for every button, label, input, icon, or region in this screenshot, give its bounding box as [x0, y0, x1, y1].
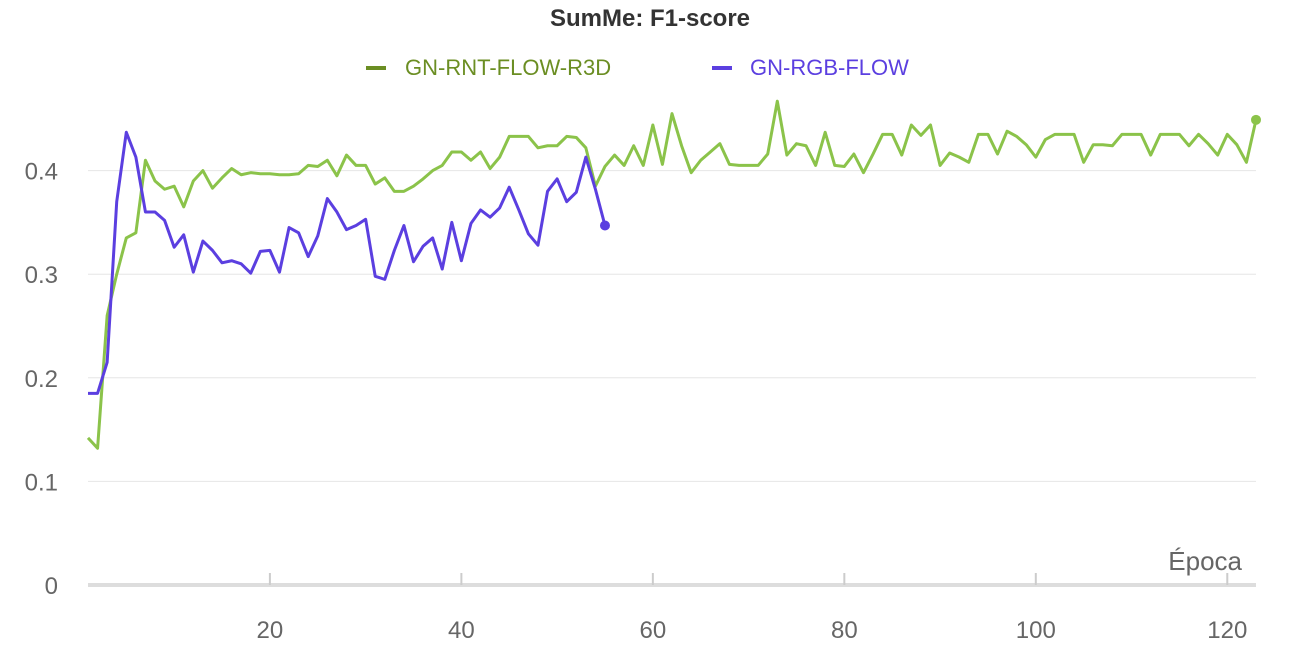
gridlines [88, 170, 1256, 482]
legend-item-series-1[interactable]: GN-RNT-FLOW-R3D [366, 55, 611, 80]
y-tick-label: 0 [45, 573, 58, 600]
x-tick-label: 80 [831, 617, 858, 644]
series-end-marker-2[interactable] [599, 220, 610, 231]
series-line-1[interactable] [86, 99, 1258, 450]
legend-label-series-2: GN-RGB-FLOW [750, 55, 909, 80]
y-tick-label: 0.4 [25, 159, 58, 186]
x-tick-label: 120 [1207, 617, 1247, 644]
y-axis: 0 0.1 0.2 0.3 0.4 [25, 159, 58, 600]
x-tick-label: 100 [1016, 617, 1056, 644]
series-line-2[interactable] [88, 130, 607, 395]
legend-label-series-1: GN-RNT-FLOW-R3D [405, 55, 611, 80]
series-end-marker-1[interactable] [1251, 114, 1261, 125]
x-tick-label: 40 [448, 617, 475, 644]
chart-title: SumMe: F1-score [550, 5, 750, 32]
y-tick-label: 0.2 [25, 366, 58, 393]
x-axis: 20 40 60 80 100 120 [257, 573, 1247, 644]
x-tick-label: 20 [257, 617, 284, 644]
series-layer [86, 99, 1261, 450]
legend[interactable]: GN-RNT-FLOW-R3D GN-RGB-FLOW [366, 55, 909, 80]
x-axis-label: Época [1168, 546, 1242, 576]
y-tick-label: 0.1 [25, 469, 58, 496]
legend-item-series-2[interactable]: GN-RGB-FLOW [712, 55, 909, 80]
y-tick-label: 0.3 [25, 262, 58, 289]
x-tick-label: 60 [640, 617, 667, 644]
